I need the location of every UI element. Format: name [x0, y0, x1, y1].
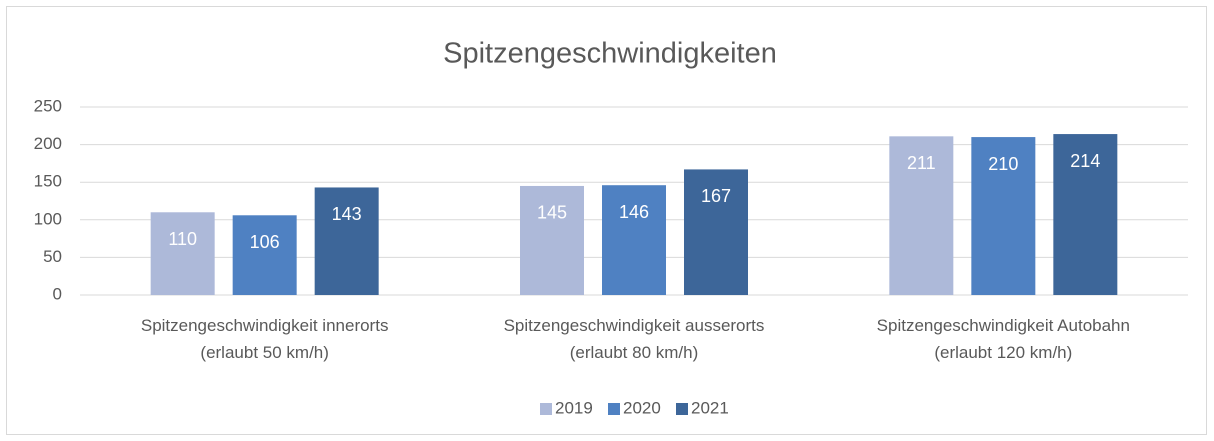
bar	[150, 212, 215, 295]
legend-label: 2019	[555, 398, 593, 417]
legend-swatch	[676, 403, 688, 415]
value-label: 106	[250, 232, 280, 252]
x-tick-label: Spitzengeschwindigkeit ausserorts (erlaub…	[504, 316, 765, 362]
value-label: 211	[907, 153, 936, 173]
value-label: 110	[168, 229, 197, 249]
legend-label: 2021	[691, 398, 729, 417]
y-tick-label: 150	[34, 172, 62, 191]
legend-swatch	[608, 403, 620, 415]
value-label: 167	[701, 186, 731, 206]
bar	[520, 185, 584, 295]
y-tick-label: 50	[43, 247, 62, 266]
bar	[684, 169, 748, 295]
bar	[232, 215, 297, 295]
y-tick-label: 100	[34, 209, 62, 228]
value-label: 146	[619, 202, 649, 222]
y-tick-label: 250	[34, 96, 62, 115]
legend-swatch	[540, 403, 552, 415]
value-label: 210	[988, 154, 1018, 174]
bar	[1053, 134, 1118, 295]
value-label: 214	[1070, 151, 1100, 171]
bar	[971, 137, 1036, 295]
bar	[602, 185, 666, 295]
value-label: 143	[332, 204, 362, 224]
legend-label: 2020	[623, 398, 661, 417]
x-tick-label: Spitzengeschwindigkeit innerorts (erlaubt…	[141, 316, 389, 362]
bar	[889, 136, 954, 295]
bar	[314, 187, 379, 295]
x-tick-label: Spitzengeschwindigkeit Autobahn (erlaubt …	[877, 316, 1130, 362]
value-label: 145	[537, 203, 567, 223]
chart-title: Spitzengeschwindigkeiten	[443, 38, 777, 70]
y-tick-label: 0	[53, 284, 62, 303]
y-tick-label: 200	[34, 134, 62, 153]
